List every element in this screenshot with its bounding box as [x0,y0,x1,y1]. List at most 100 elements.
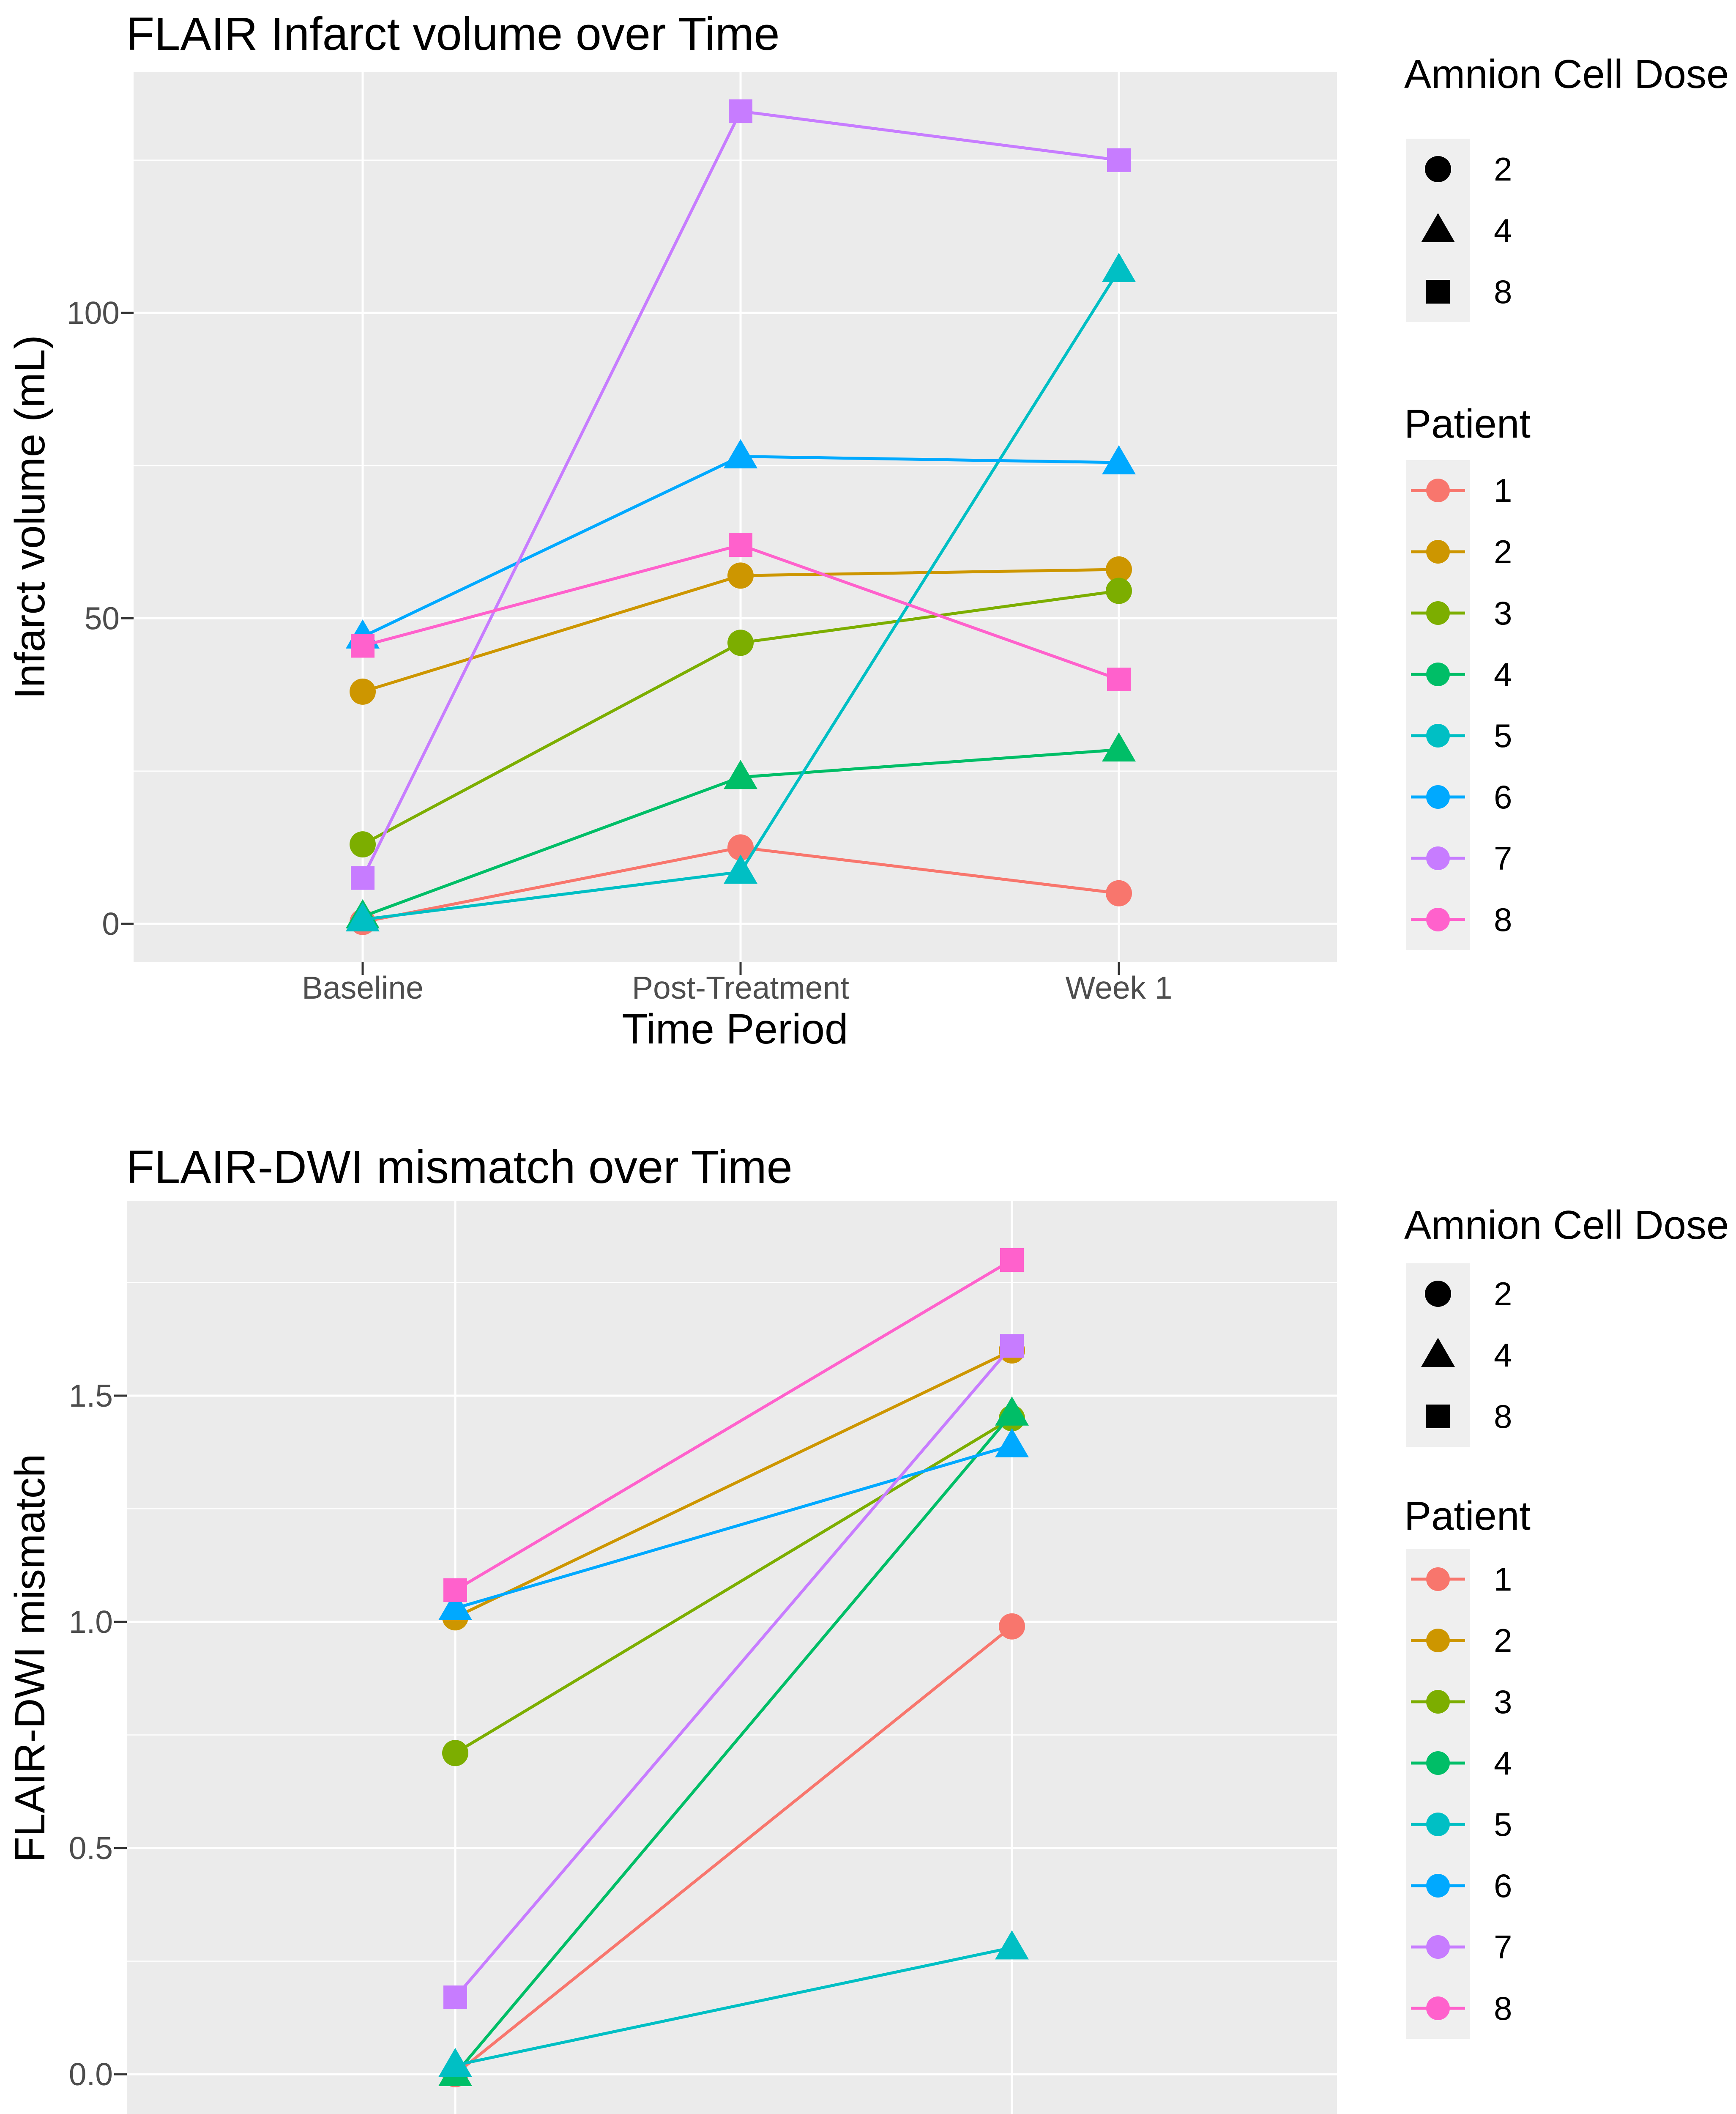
legend-item-label: 3 [1494,1683,1512,1720]
data-point-marker [351,634,375,658]
legend-item-label: 1 [1494,1561,1512,1598]
data-point-marker [351,866,375,890]
series-patient-5 [346,252,1136,931]
panel-background [134,72,1337,962]
data-point-marker [724,854,757,884]
data-point-marker [350,678,376,705]
data-point-marker [443,1985,467,2010]
series-line [454,1258,1013,1592]
data-point-marker [1106,578,1132,604]
legend-circle-icon [1426,1629,1450,1652]
y-tick-label: 100 [67,295,120,331]
legend-key-background [1406,1549,1470,2039]
y-tick-label: 1.0 [69,1604,113,1640]
data-point-marker [1107,148,1131,172]
legend-item-label: 2 [1494,1622,1512,1659]
legend-circle-icon [1426,1690,1450,1714]
legend-item-label: 8 [1494,1398,1512,1435]
data-point-marker [727,834,754,861]
data-point-marker [727,562,754,589]
legend-circle-icon [1426,908,1450,931]
y-tick-label: 0.5 [69,1830,113,1866]
data-point-marker [995,1428,1029,1457]
series-patient-7 [443,1334,1024,2010]
data-point-marker [1000,1334,1024,1358]
chart-title: FLAIR Infarct volume over Time [126,8,780,60]
y-tick-label: 50 [85,601,120,636]
y-tick-label: 0.0 [69,2056,113,2092]
series-patient-5 [438,1930,1029,2077]
legend-item-label: 6 [1494,1867,1512,1904]
series-patient-8 [443,1248,1024,1602]
series-line [454,1349,1013,1619]
data-point-marker [350,831,376,858]
legend-title-patient: Patient [1404,401,1531,446]
x-axis-title: Time Period [622,1005,848,1053]
legend-circle-icon [1426,663,1450,686]
legend-item-label: 7 [1494,1928,1512,1966]
legend-circle-icon [1426,846,1450,870]
data-point-marker [995,1930,1029,1960]
legend-item-label: 3 [1494,594,1512,632]
data-point-marker [443,1578,467,1602]
legend-square-icon [1426,1405,1450,1428]
legend-item-label: 2 [1494,533,1512,570]
series-patient-6 [438,1428,1029,1620]
series-patient-7 [351,99,1131,890]
legend-item-label: 1 [1494,472,1512,509]
legend-title-dose: Amnion Cell Dose [1404,1202,1729,1248]
data-point-marker [438,1591,472,1620]
legend-item-label: 8 [1494,901,1512,938]
legend-circle-icon [1426,601,1450,625]
x-tick-label: Baseline [302,970,424,1005]
data-point-marker [438,2048,472,2077]
legend-item-label: 4 [1494,1744,1512,1782]
legend-title-patient: Patient [1404,1493,1531,1539]
legend-item-label: 4 [1494,212,1512,249]
data-point-marker [724,439,757,468]
legend-item-label: 5 [1494,1806,1512,1843]
series-patient-8 [351,533,1131,691]
legend-triangle-icon [1421,213,1455,242]
legend-circle-icon [1426,1567,1450,1591]
series-line [454,1345,1013,1999]
data-point-marker [995,1396,1029,1426]
x-tick-label: Post-Treatment [632,970,849,1005]
x-tick-label: Week 1 [1066,970,1173,1005]
legend-circle-icon [1426,1996,1450,2020]
legend-circle-icon [1425,1281,1451,1307]
y-axis-title: FLAIR-DWI mismatch [6,1454,54,1863]
data-point-marker [1102,445,1136,475]
legend-circle-icon [1426,479,1450,502]
data-point-marker [1000,1248,1024,1272]
series-patient-2 [350,556,1132,705]
series-patient-3 [350,578,1132,858]
legend-item-label: 4 [1494,1336,1512,1374]
legend-item-label: 8 [1494,1990,1512,2027]
legend-circle-icon [1426,785,1450,809]
legend-title-dose: Amnion Cell Dose [1404,52,1729,97]
data-point-marker [724,760,757,789]
legend-circle-icon [1425,156,1451,182]
legend: Amnion Cell Dose 2 4 8 Patient 1 2 3 4 5 6 7 8 [1404,1202,1729,2039]
series-line [454,1413,1013,2076]
legend-item-label: 6 [1494,778,1512,816]
legend-square-icon [1426,280,1450,304]
data-point-marker [1107,668,1131,691]
y-tick-label: 1.5 [69,1378,113,1413]
chart-title: FLAIR-DWI mismatch over Time [126,1141,793,1193]
legend-circle-icon [1426,1813,1450,1836]
data-point-marker [1102,732,1136,762]
legend-item-label: 2 [1494,151,1512,188]
legend-item-label: 7 [1494,840,1512,877]
y-axis-title: Infarct volume (mL) [6,335,54,699]
legend-item-label: 2 [1494,1275,1512,1312]
y-tick-label: 0 [102,906,120,942]
data-point-marker [1106,556,1132,583]
legend-triangle-icon [1421,1338,1455,1367]
legend-item-label: 5 [1494,717,1512,754]
data-point-marker [346,902,380,931]
data-point-marker [999,1613,1025,1640]
data-point-marker [442,1740,468,1766]
